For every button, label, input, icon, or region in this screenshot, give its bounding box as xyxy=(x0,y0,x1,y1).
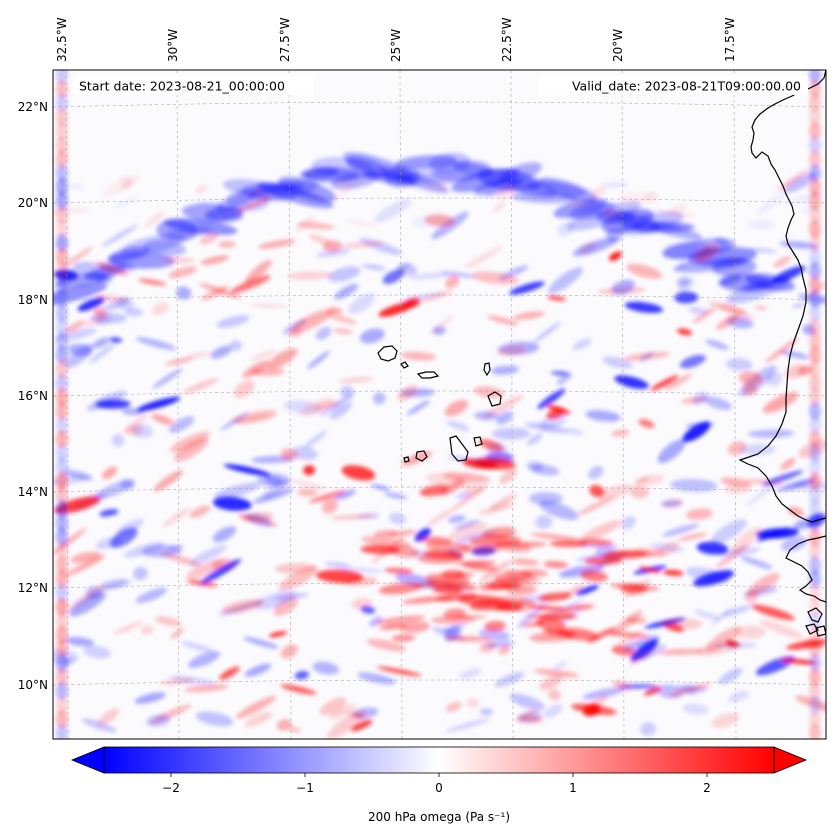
africa-coastline xyxy=(738,70,826,523)
omega-field xyxy=(53,70,826,739)
colorbar-body xyxy=(104,747,774,773)
colorbar-tick-label: −2 xyxy=(162,781,180,795)
island-santo-antao xyxy=(377,345,398,362)
colorbar-tick-label: 2 xyxy=(703,781,711,795)
island-sal xyxy=(483,362,491,377)
island-fogo xyxy=(415,450,428,462)
lat-label: 12°N xyxy=(18,581,48,595)
start-date-box: Start date: 2023-08-21_00:00:00 xyxy=(73,76,313,95)
island-santiago xyxy=(449,435,469,462)
colorbar-ticks xyxy=(170,773,708,777)
colorbar-tick-label: 0 xyxy=(435,781,443,795)
colorbar-extend-max xyxy=(773,746,808,774)
island-maio xyxy=(473,436,483,447)
lat-label: 22°N xyxy=(18,100,48,114)
colorbar: −2 −1 0 1 2 200 hPa omega (Pa s⁻¹) xyxy=(70,746,808,824)
lat-label: 16°N xyxy=(18,389,48,403)
guinea-coastline xyxy=(785,535,826,603)
lon-label: 20°W xyxy=(611,29,625,62)
lat-label: 10°N xyxy=(18,678,48,692)
island-brava xyxy=(403,456,410,463)
coastline xyxy=(377,70,826,637)
longitude-labels: 32.5°W 30°W 27.5°W 25°W 22.5°W 20°W 17.5… xyxy=(55,17,737,62)
latitude-labels: 22°N 20°N 18°N 16°N 14°N 12°N 10°N xyxy=(18,100,48,692)
island-sao-nicolau xyxy=(416,371,440,379)
map-frame xyxy=(52,69,827,740)
lon-label: 30°W xyxy=(166,29,180,62)
map-panel: Start date: 2023-08-21_00:00:00 Valid_da… xyxy=(52,69,827,740)
island-sao-vicente xyxy=(400,361,409,369)
colorbar-title: 200 hPa omega (Pa s⁻¹) xyxy=(368,810,510,824)
colorbar-extend-min xyxy=(70,746,105,774)
colorbar-tick-label: −1 xyxy=(296,781,314,795)
valid-date-box: Valid_date: 2023-08-21T09:00:00.00 xyxy=(538,76,808,95)
lon-label: 25°W xyxy=(389,29,403,62)
lat-label: 18°N xyxy=(18,293,48,307)
start-date-label: Start date: 2023-08-21_00:00:00 xyxy=(79,79,285,94)
valid-date-label: Valid_date: 2023-08-21T09:00:00.00 xyxy=(572,79,801,94)
lon-label: 32.5°W xyxy=(55,17,69,62)
lat-label: 14°N xyxy=(18,485,48,499)
lon-label: 17.5°W xyxy=(723,17,737,62)
lon-label: 22.5°W xyxy=(500,17,514,62)
colorbar-tick-label: 1 xyxy=(569,781,577,795)
lon-label: 27.5°W xyxy=(278,17,292,62)
gridlines xyxy=(53,70,826,739)
island-boa-vista xyxy=(487,391,502,407)
bijagos-islands xyxy=(805,607,826,637)
lat-label: 20°N xyxy=(18,196,48,210)
